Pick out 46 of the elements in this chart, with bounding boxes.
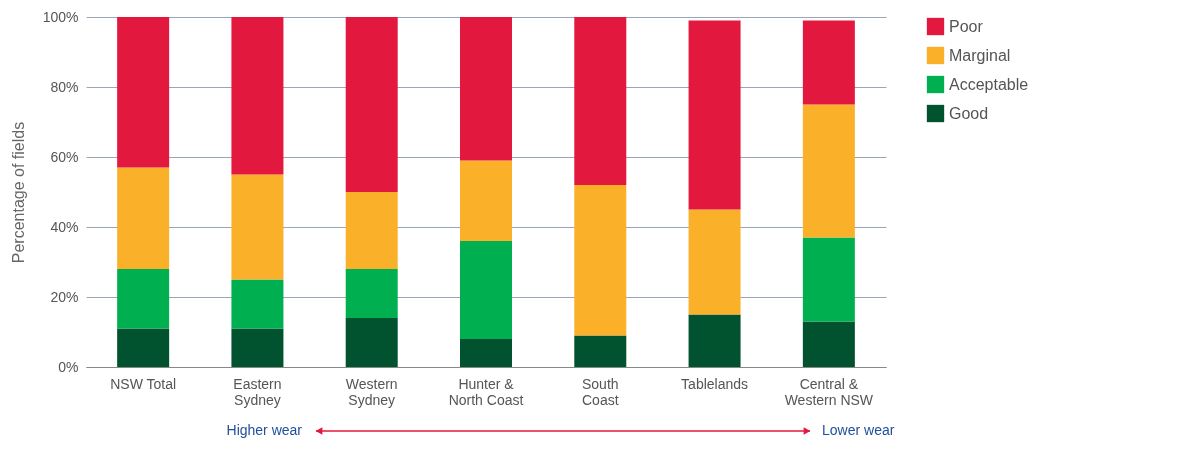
x-tick-label: Tablelands xyxy=(681,375,749,392)
bar xyxy=(117,17,170,168)
legend-label: Acceptable xyxy=(949,75,1029,93)
legend-label: Poor xyxy=(949,17,984,35)
y-tick-label: 60% xyxy=(50,148,79,165)
bar xyxy=(231,279,284,329)
bar xyxy=(688,209,741,315)
bar xyxy=(460,241,512,339)
bar xyxy=(460,17,512,161)
x-tick-label: Hunter & North Coast xyxy=(448,375,524,408)
bar xyxy=(345,269,398,318)
legend-label: Marginal xyxy=(949,46,1011,64)
bar xyxy=(802,20,855,105)
bar xyxy=(345,17,398,192)
bar xyxy=(802,237,855,322)
y-tick-label: 80% xyxy=(50,78,79,95)
bar xyxy=(688,314,741,367)
y-axis-title: Percentage of fields xyxy=(9,121,27,264)
bar xyxy=(345,318,398,367)
x-tick-label: South Coast xyxy=(581,375,619,408)
y-tick-label: 40% xyxy=(50,218,79,235)
bar xyxy=(231,17,284,175)
bar xyxy=(574,185,627,336)
bar xyxy=(345,192,398,269)
bar xyxy=(117,167,170,269)
y-tick-label: 20% xyxy=(50,288,79,305)
text: Lower wear xyxy=(822,422,895,438)
bar xyxy=(460,160,512,241)
text: Higher wear xyxy=(226,422,303,438)
bar xyxy=(802,104,855,238)
x-tick-label: NSW Total xyxy=(110,375,177,392)
y-tick-label: 100% xyxy=(42,8,79,25)
bar xyxy=(574,17,627,185)
bar xyxy=(688,20,741,210)
bar xyxy=(574,335,627,367)
legend-label: Good xyxy=(949,104,989,122)
x-tick-label: Western Sydney xyxy=(345,375,398,408)
x-tick-label: Central & Western NSW xyxy=(784,375,874,408)
bar xyxy=(460,339,512,367)
bar xyxy=(117,269,170,329)
y-tick-label: 0% xyxy=(58,358,79,375)
bar xyxy=(231,174,284,280)
x-tick-label: Eastern Sydney xyxy=(233,375,282,408)
bar xyxy=(231,328,284,367)
bar xyxy=(117,328,170,367)
bar xyxy=(802,321,855,367)
